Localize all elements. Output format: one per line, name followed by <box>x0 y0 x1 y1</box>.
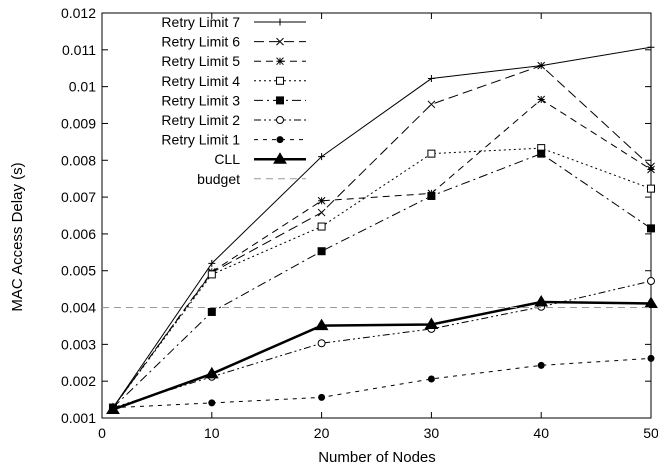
data-point-retry-limit-3 <box>537 149 546 158</box>
y-tick-label: 0.012 <box>61 5 96 21</box>
data-point-retry-limit-4 <box>647 184 655 193</box>
legend-label-retry-limit-2: Retry Limit 2 <box>161 112 240 128</box>
legend-label-retry-limit-5: Retry Limit 5 <box>161 53 240 69</box>
x-axis-label: Number of Nodes <box>318 449 436 466</box>
legend-marker-retry-limit-1 <box>276 136 284 144</box>
series-line-retry-limit-5 <box>112 98 652 408</box>
data-point-retry-limit-3 <box>317 247 326 256</box>
y-tick-label: 0.001 <box>61 410 96 426</box>
plot-frame <box>101 12 652 419</box>
series-cll <box>106 295 658 415</box>
data-point-retry-limit-1 <box>427 375 435 383</box>
legend-label-retry-limit-7: Retry Limit 7 <box>161 14 240 30</box>
y-tick-label: 0.007 <box>61 189 96 205</box>
y-tick-label: 0.005 <box>61 263 96 279</box>
data-point-retry-limit-1 <box>537 361 545 369</box>
y-tick-label: 0.004 <box>61 300 96 316</box>
data-point-retry-limit-5 <box>317 196 326 205</box>
data-point-cll <box>644 296 658 308</box>
series-line-retry-limit-6 <box>112 65 652 408</box>
y-tick-label: 0.011 <box>62 42 96 58</box>
data-point-retry-limit-4 <box>427 149 436 158</box>
series-line-retry-limit-7 <box>112 46 652 408</box>
legend-marker-retry-limit-7 <box>276 18 284 26</box>
data-point-retry-limit-3 <box>427 191 436 200</box>
y-tick-label: 0.002 <box>61 373 96 389</box>
y-tick-label: 0.009 <box>61 115 96 131</box>
legend-marker-cll <box>273 152 287 164</box>
legend-label-retry-limit-4: Retry Limit 4 <box>161 73 240 89</box>
data-point-retry-limit-3 <box>207 307 216 316</box>
legend-label-budget: budget <box>197 171 240 187</box>
series-retry-limit-3 <box>108 149 655 412</box>
series-retry-limit-6 <box>109 61 655 412</box>
legend-marker-retry-limit-6 <box>276 37 284 46</box>
series-line-retry-limit-3 <box>112 153 652 409</box>
data-point-retry-limit-5 <box>537 95 546 104</box>
axes: 0 10 20 30 40 50 0.001 0.002 0.003 0.004 0.005 0.00… <box>61 5 658 441</box>
data-point-cll <box>424 317 439 329</box>
y-tick-label: 0.003 <box>61 336 96 352</box>
legend-label-retry-limit-6: Retry Limit 6 <box>161 34 240 50</box>
x-tick-label: 40 <box>533 425 549 441</box>
x-tick-label: 10 <box>204 425 220 441</box>
data-point-retry-limit-1 <box>318 393 326 401</box>
data-point-cll <box>204 366 219 379</box>
y-axis-label: MAC Access Delay (s) <box>9 162 26 311</box>
legend-marker-retry-limit-2 <box>276 116 284 124</box>
series-retry-limit-4 <box>108 144 655 412</box>
data-point-retry-limit-6 <box>537 61 546 70</box>
x-tick-label: 0 <box>98 425 106 441</box>
data-point-retry-limit-1 <box>208 399 216 407</box>
series-line-cll <box>112 300 652 411</box>
data-point-retry-limit-6 <box>427 100 436 109</box>
data-point-retry-limit-7 <box>427 75 435 83</box>
x-tick-label: 50 <box>643 425 658 441</box>
x-tick-label: 20 <box>314 425 330 441</box>
data-point-cll <box>534 295 549 307</box>
legend-marker-retry-limit-5 <box>276 57 284 66</box>
legend-label-cll: CLL <box>214 151 240 167</box>
x-tick-label: 30 <box>424 425 440 441</box>
series-retry-limit-2 <box>108 277 655 412</box>
data-point-retry-limit-7 <box>208 259 216 267</box>
series-line-retry-limit-2 <box>112 280 652 409</box>
y-tick-label: 0.01 <box>69 79 96 95</box>
series-line-retry-limit-4 <box>112 147 652 408</box>
series-line-retry-limit-1 <box>112 357 652 409</box>
legend-marker-retry-limit-4 <box>276 76 284 85</box>
data-point-retry-limit-3 <box>647 224 655 233</box>
legend-marker-retry-limit-3 <box>276 96 284 105</box>
data-point-retry-limit-6 <box>317 208 326 217</box>
data-point-retry-limit-7 <box>318 153 326 161</box>
series-layer <box>102 43 658 415</box>
data-point-cll <box>106 402 120 415</box>
legend-label-retry-limit-1: Retry Limit 1 <box>161 132 240 148</box>
data-point-retry-limit-7 <box>647 43 655 51</box>
data-point-cll <box>314 318 329 331</box>
data-point-retry-limit-4 <box>317 222 326 231</box>
data-point-retry-limit-2 <box>317 339 326 348</box>
legend: Retry Limit 7 Retry Limit 6 Retry Limit 5 R… <box>161 14 306 187</box>
y-tick-label: 0.006 <box>61 226 96 242</box>
series-retry-limit-1 <box>109 354 655 412</box>
data-point-retry-limit-4 <box>207 270 216 279</box>
y-tick-label: 0.008 <box>61 152 96 168</box>
data-point-retry-limit-1 <box>647 354 655 362</box>
legend-label-retry-limit-3: Retry Limit 3 <box>161 92 240 108</box>
data-point-retry-limit-5 <box>647 165 655 174</box>
data-point-retry-limit-2 <box>647 277 655 286</box>
